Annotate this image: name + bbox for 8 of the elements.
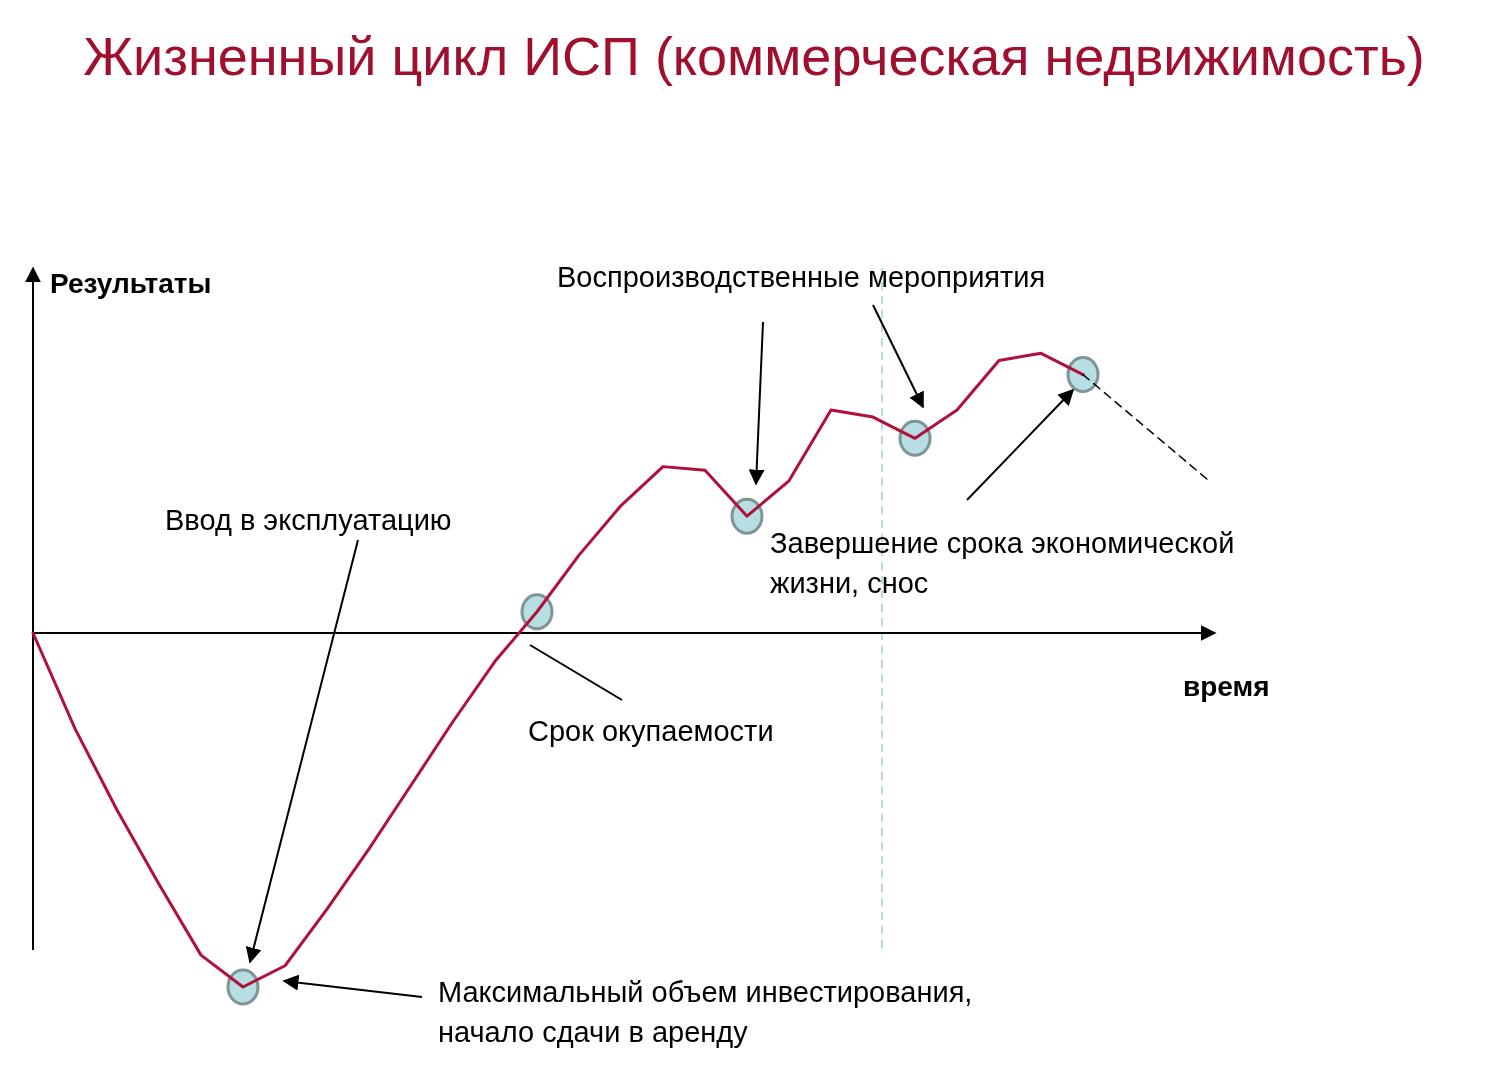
- annotation: Завершение срока экономической жизни, снос: [770, 527, 1235, 599]
- x-axis-title: время: [1183, 671, 1270, 702]
- annotation: Ввод в эксплуатацию: [165, 504, 452, 536]
- annotation: Максимальный объем инвестирования, начало сдачи в аренду: [438, 976, 973, 1048]
- y-axis-title: Результаты: [50, 268, 212, 299]
- text: Воспроизводственные мероприятия: [557, 261, 1046, 293]
- chart-title: Жизненный цикл ИСП (коммерческая недвижимость): [83, 26, 1425, 86]
- annotation: Срок окупаемости: [528, 715, 774, 747]
